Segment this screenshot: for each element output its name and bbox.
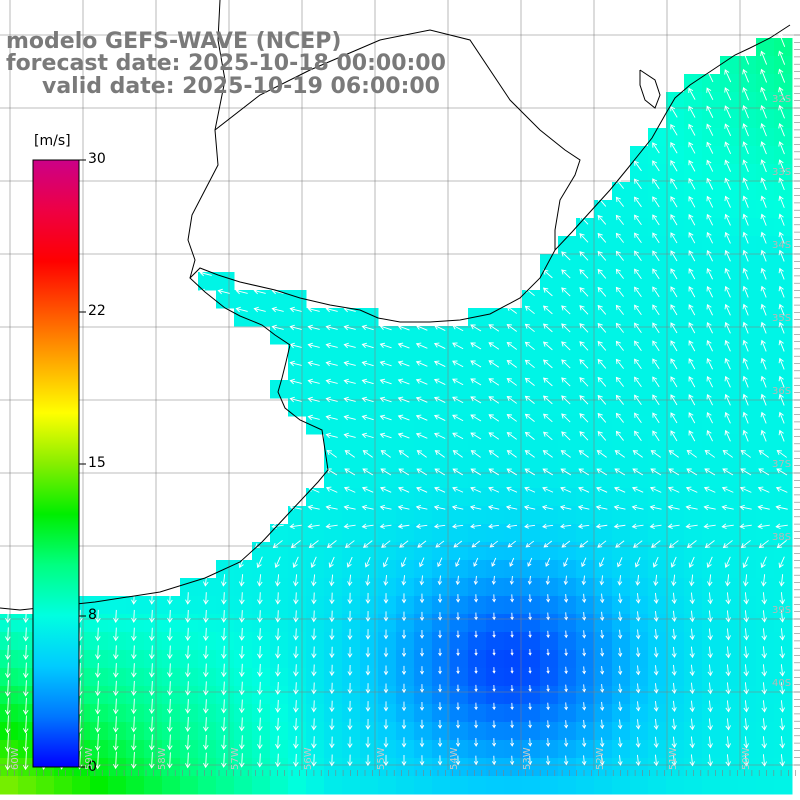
lon-label: 55W: [376, 747, 387, 770]
wind-vector-arrows: [4, 32, 788, 771]
lat-label: 37S: [772, 459, 792, 470]
lon-label: 60W: [10, 747, 21, 770]
coastline: [0, 0, 791, 611]
colorbar-tick-0: 0: [88, 759, 97, 775]
colorbar: [32, 159, 86, 768]
lat-label: 38S: [772, 532, 792, 543]
colorbar-tick-8: 8: [88, 607, 97, 623]
lon-label: 51W: [668, 747, 679, 770]
lat-label: 32S: [772, 94, 792, 105]
lat-label: 40S: [772, 678, 792, 689]
colorbar-tick-30: 30: [88, 151, 106, 167]
colorbar-unit: [m/s]: [34, 133, 71, 149]
lon-label: 54W: [449, 747, 460, 770]
lat-label: 34S: [772, 240, 792, 251]
lon-label: 57W: [230, 747, 241, 770]
colorbar-tick-15: 15: [88, 455, 106, 471]
lat-label: 36S: [772, 386, 792, 397]
lat-label: 33S: [772, 167, 792, 178]
wind-speed-field: [0, 38, 793, 795]
lon-label: 52W: [595, 747, 606, 770]
lat-lon-grid: [0, 0, 800, 776]
lon-label: 58W: [157, 747, 168, 770]
valid-date: valid date: 2025-10-19 06:00:00: [42, 74, 440, 99]
lat-label: 39S: [772, 605, 792, 616]
colorbar-tick-22: 22: [88, 303, 106, 319]
lon-label: 50W: [741, 747, 752, 770]
lon-label: 59W: [84, 747, 95, 770]
lat-label: 35S: [772, 313, 792, 324]
forecast-date: forecast date: 2025-10-18 00:00:00: [6, 51, 446, 76]
lon-label: 53W: [522, 747, 533, 770]
model-title: modelo GEFS-WAVE (NCEP): [6, 29, 342, 54]
lon-label: 56W: [303, 747, 314, 770]
